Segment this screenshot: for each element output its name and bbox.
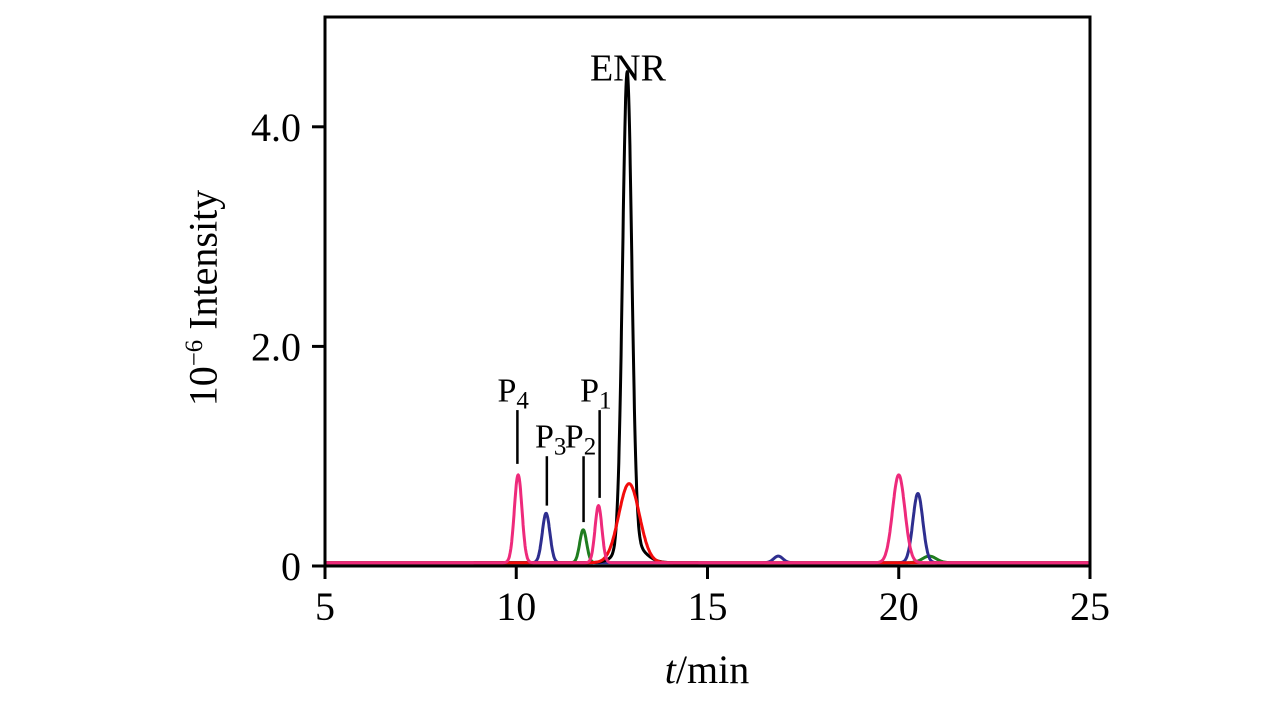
- trace-green-trace: [323, 528, 1092, 565]
- peak-label-P1: P1: [580, 372, 611, 414]
- y-axis-label: 10−6 Intensity: [180, 190, 227, 406]
- plot-border: [323, 15, 1092, 568]
- trace-blue-trace: [323, 492, 1092, 565]
- y-axis-label-exponent: −6: [181, 339, 209, 367]
- x-tick-label-5: 5: [315, 584, 335, 629]
- y-tick-label-0: 0: [281, 544, 301, 589]
- y-axis-label-text: Intensity: [180, 189, 226, 340]
- y-tick-label-4.0: 4.0: [251, 105, 301, 150]
- trace-red-trace: [323, 482, 1092, 565]
- trace-ENR-trace: [472, 70, 700, 565]
- x-tick-label-20: 20: [879, 584, 919, 629]
- peak-label-P4: P4: [497, 372, 529, 414]
- x-axis-label-unit: /min: [675, 647, 750, 692]
- x-tick-label-15: 15: [688, 584, 728, 629]
- trace-pink-trace: [323, 473, 1092, 565]
- peak-label-P3: P3: [535, 418, 566, 460]
- x-tick-label-10: 10: [496, 584, 536, 629]
- x-axis-label-variable: t: [664, 647, 676, 692]
- y-axis-label-base: 10: [180, 366, 226, 407]
- y-tick-label-2.0: 2.0: [251, 324, 301, 369]
- x-tick-label-25: 25: [1070, 584, 1110, 629]
- peak-label-ENR: ENR: [590, 48, 667, 90]
- peak-label-P2: P2: [565, 418, 596, 460]
- x-axis-label: t/min: [665, 646, 749, 693]
